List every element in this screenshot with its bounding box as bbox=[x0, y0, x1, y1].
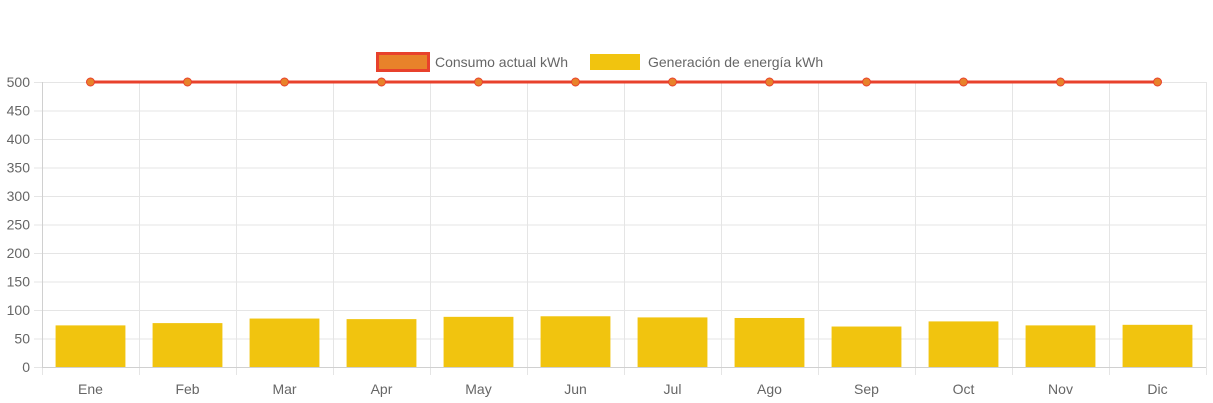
point-consumo[interactable] bbox=[280, 77, 289, 87]
legend-label-generacion: Generación de energía kWh bbox=[648, 54, 823, 70]
y-tick-label: 400 bbox=[7, 131, 31, 147]
y-tick-label: 250 bbox=[7, 217, 31, 233]
point-consumo[interactable] bbox=[377, 77, 386, 87]
legend-item-consumo[interactable]: Consumo actual kWh bbox=[376, 52, 569, 72]
bar-generacion[interactable] bbox=[1025, 325, 1096, 367]
bar-generacion[interactable] bbox=[55, 325, 126, 367]
bar-generacion[interactable] bbox=[152, 323, 223, 367]
point-consumo[interactable] bbox=[1056, 77, 1065, 87]
x-tick-label: Apr bbox=[371, 381, 393, 397]
legend[interactable]: Consumo actual kWh Generación de energía … bbox=[376, 52, 824, 72]
x-tick-label: May bbox=[465, 381, 491, 397]
y-tick-label: 300 bbox=[7, 188, 31, 204]
axis-layer: 0 50 100 150 200 250 300 350 400 450 500 Ene Feb Mar A… bbox=[7, 74, 1206, 397]
bar-layer bbox=[55, 316, 1193, 367]
bar-generacion[interactable] bbox=[734, 317, 805, 367]
x-tick-label: Sep bbox=[854, 381, 879, 397]
x-tick-label: Ene bbox=[78, 381, 103, 397]
point-consumo[interactable] bbox=[668, 77, 677, 87]
y-tick-label: 100 bbox=[7, 302, 31, 318]
legend-label-consumo: Consumo actual kWh bbox=[435, 54, 568, 70]
line-layer bbox=[86, 77, 1162, 87]
x-tick-label: Nov bbox=[1048, 381, 1073, 397]
bar-generacion[interactable] bbox=[346, 319, 417, 367]
y-tick-label: 150 bbox=[7, 274, 31, 290]
point-consumo[interactable] bbox=[86, 77, 95, 87]
bar-generacion[interactable] bbox=[249, 318, 320, 367]
x-tick-label: Ago bbox=[757, 381, 782, 397]
point-consumo[interactable] bbox=[1153, 77, 1162, 87]
x-tick-label: Dic bbox=[1147, 381, 1167, 397]
y-tick-label: 200 bbox=[7, 245, 31, 261]
x-tick-label: Jul bbox=[664, 381, 682, 397]
bar-generacion[interactable] bbox=[443, 316, 514, 367]
point-consumo[interactable] bbox=[862, 77, 871, 87]
x-tick-label: Mar bbox=[272, 381, 296, 397]
point-consumo[interactable] bbox=[959, 77, 968, 87]
y-tick-label: 0 bbox=[22, 359, 30, 375]
x-tick-label: Feb bbox=[175, 381, 199, 397]
y-tick-label: 350 bbox=[7, 160, 31, 176]
legend-item-generacion[interactable]: Generación de energía kWh bbox=[590, 54, 823, 70]
point-consumo[interactable] bbox=[571, 77, 580, 87]
y-tick-label: 450 bbox=[7, 103, 31, 119]
point-consumo[interactable] bbox=[765, 77, 774, 87]
point-consumo[interactable] bbox=[183, 77, 192, 87]
y-tick-label: 500 bbox=[7, 74, 31, 90]
bar-generacion[interactable] bbox=[831, 326, 902, 367]
legend-swatch-generacion bbox=[590, 54, 640, 70]
legend-swatch-consumo bbox=[376, 52, 430, 72]
point-consumo[interactable] bbox=[474, 77, 483, 87]
y-tick-label: 50 bbox=[14, 331, 30, 347]
bar-generacion[interactable] bbox=[637, 317, 708, 367]
bar-generacion[interactable] bbox=[540, 316, 611, 367]
x-tick-label: Jun bbox=[564, 381, 587, 397]
bar-generacion[interactable] bbox=[928, 321, 999, 367]
bar-generacion[interactable] bbox=[1122, 324, 1193, 367]
x-tick-label: Oct bbox=[953, 381, 975, 397]
